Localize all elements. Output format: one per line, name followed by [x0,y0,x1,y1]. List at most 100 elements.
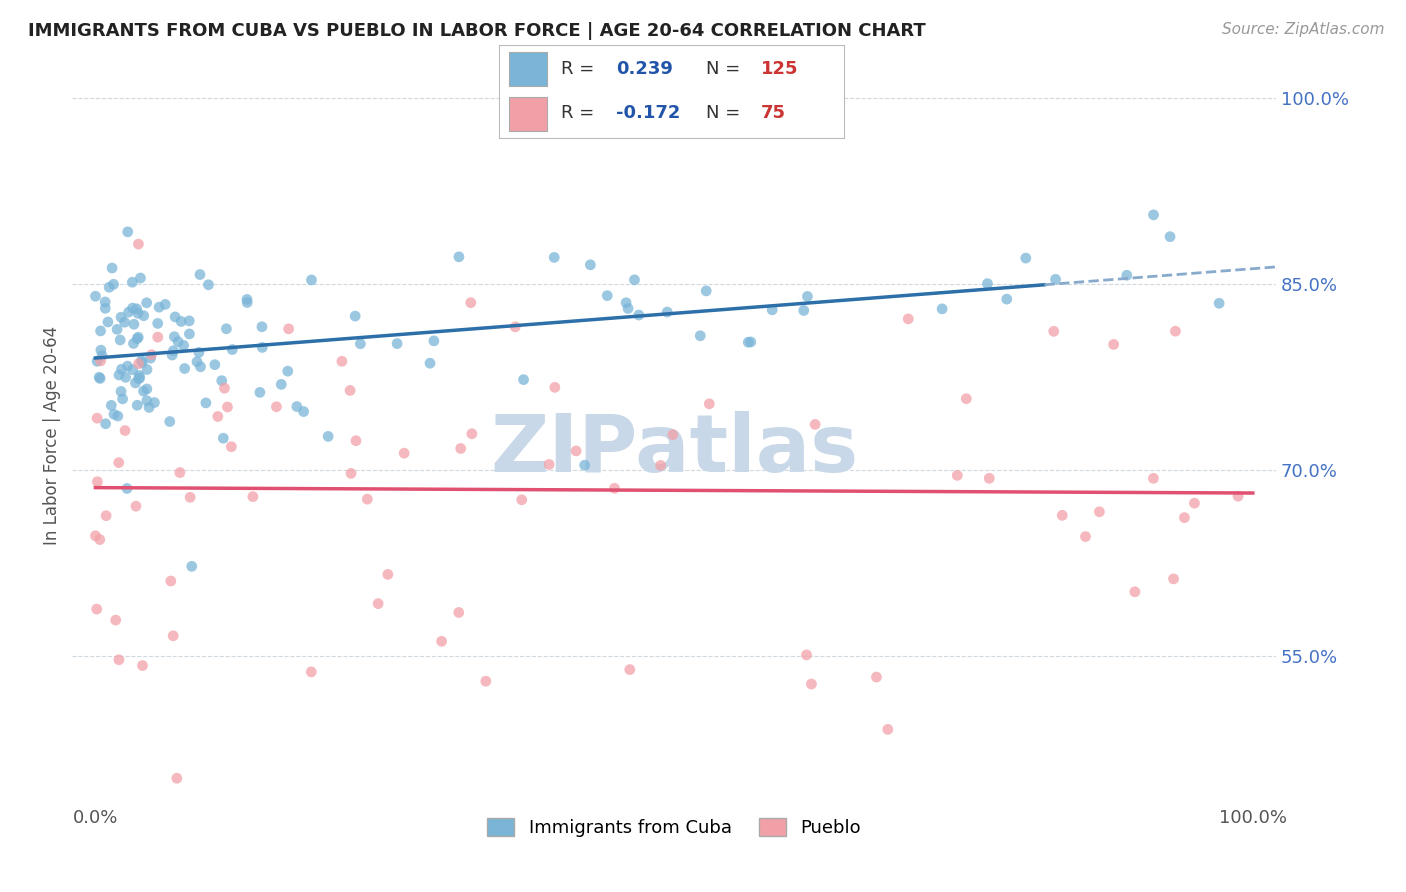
Y-axis label: In Labor Force | Age 20-64: In Labor Force | Age 20-64 [44,326,60,546]
Point [170,314,193,328]
Point [110,384,132,399]
Point [148,300,170,314]
Point [619,663,641,677]
Point [543,251,565,265]
Point [793,303,815,318]
Point [266,400,288,414]
Point [97,315,120,329]
Point [138,401,160,415]
Point [84,289,107,303]
Point [188,268,211,282]
Point [114,370,136,384]
Point [1173,510,1195,524]
Point [128,371,150,385]
Point [447,606,470,620]
Point [107,409,129,423]
Point [221,440,243,454]
Point [1159,229,1181,244]
Point [737,335,759,350]
Legend: Immigrants from Cuba, Pueblo: Immigrants from Cuba, Pueblo [479,811,868,844]
Point [627,308,650,322]
Point [162,343,184,358]
Point [1015,251,1038,265]
Point [105,322,128,336]
Point [165,310,187,324]
Point [89,371,111,385]
Point [544,380,567,394]
Point [118,305,141,319]
Point [194,396,217,410]
Point [215,322,238,336]
Point [162,629,184,643]
Point [1164,324,1187,338]
Point [124,376,146,390]
Text: R =: R = [561,104,600,122]
Point [292,404,315,418]
Point [796,289,818,303]
Point [90,354,112,368]
Point [114,315,136,329]
Point [110,310,132,325]
Point [316,429,339,443]
Point [160,348,183,362]
Point [127,306,149,320]
Point [579,258,602,272]
Point [122,317,145,331]
Point [423,334,446,348]
Point [596,288,619,302]
Point [1042,324,1064,338]
Point [179,314,201,328]
Point [115,482,138,496]
Point [91,349,114,363]
Point [121,362,143,376]
Point [139,351,162,366]
Point [931,301,953,316]
Point [128,368,150,383]
Point [461,426,484,441]
Text: N =: N = [706,60,745,78]
Point [94,301,117,316]
Point [250,319,273,334]
Point [131,658,153,673]
Point [657,305,679,319]
Point [796,648,818,662]
Point [207,409,229,424]
Text: -0.172: -0.172 [616,104,681,122]
Point [107,456,129,470]
Point [865,670,887,684]
Point [277,364,299,378]
Point [1074,530,1097,544]
Point [108,653,131,667]
Point [173,361,195,376]
Point [103,277,125,292]
Point [98,280,121,294]
Point [135,382,157,396]
Point [128,357,150,371]
Text: R =: R = [561,60,600,78]
Point [187,345,209,359]
Point [143,395,166,409]
Point [475,674,498,689]
Point [221,343,243,357]
Point [430,634,453,648]
Point [344,434,367,448]
Point [121,275,143,289]
Point [179,491,201,505]
Point [697,397,720,411]
Point [155,297,177,311]
Point [955,392,977,406]
Point [270,377,292,392]
Point [211,374,233,388]
Point [460,295,482,310]
Point [377,567,399,582]
Bar [509,52,547,86]
Point [108,368,131,382]
Point [159,415,181,429]
Point [603,481,626,495]
Point [127,398,149,412]
Point [86,354,108,368]
Point [110,362,132,376]
Point [127,237,149,252]
Point [662,427,685,442]
Point [94,295,117,310]
